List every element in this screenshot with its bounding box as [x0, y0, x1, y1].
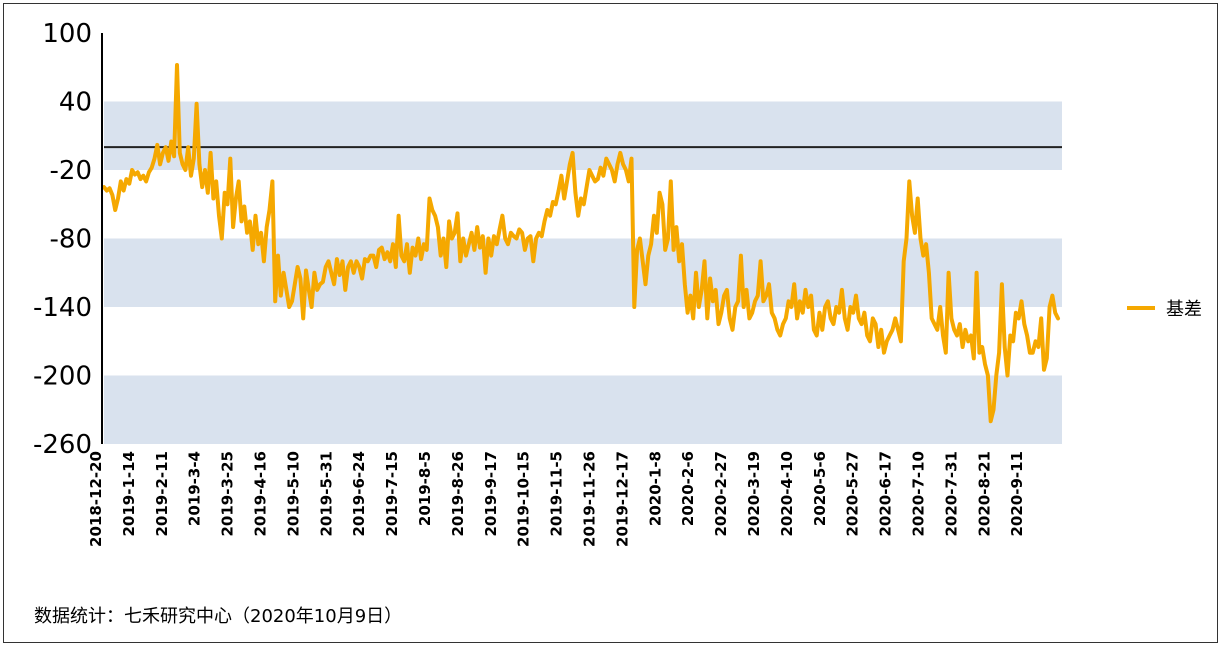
x-tick-label: 2019-3-25 — [219, 451, 237, 537]
x-axis-ticks: 2018-12-20 2019-1-14 2019-2-11 2019-3-4 2019… — [87, 451, 1026, 547]
x-tick-label: 2019-8-26 — [449, 451, 467, 537]
x-tick-label: 2020-2-27 — [712, 451, 730, 537]
y-tick-label: 40 — [59, 88, 92, 118]
x-tick-label: 2019-8-5 — [416, 451, 434, 526]
y-axis-ticks: 100 40 -20 -80 -140 -200 -260 — [33, 19, 92, 460]
x-tick-label: 2019-12-17 — [613, 451, 631, 547]
x-tick-label: 2020-9-11 — [1008, 451, 1026, 537]
x-tick-label: 2019-4-16 — [252, 451, 270, 537]
y-tick-label: -80 — [50, 225, 92, 255]
x-tick-label: 2020-7-10 — [910, 451, 928, 537]
x-tick-label: 2019-7-15 — [383, 451, 401, 537]
x-tick-label: 2019-2-11 — [153, 451, 171, 537]
x-tick-label: 2020-8-21 — [975, 451, 993, 537]
band-2 — [104, 375, 1062, 444]
x-tick-label: 2019-10-15 — [515, 451, 533, 547]
x-tick-label: 2019-5-10 — [284, 451, 302, 537]
x-tick-label: 2020-1-8 — [646, 451, 664, 526]
source-note: 数据统计：七禾研究中心（2020年10月9日） — [34, 606, 403, 627]
x-tick-label: 2020-5-6 — [811, 451, 829, 526]
legend: 基差 — [1127, 299, 1202, 320]
x-tick-label: 2019-11-5 — [548, 451, 566, 537]
x-tick-label: 2019-9-17 — [482, 451, 500, 537]
x-tick-label: 2019-5-31 — [317, 451, 335, 537]
y-tick-label: 100 — [42, 19, 92, 49]
series-line-jicha — [102, 63, 1060, 424]
y-tick-label: -260 — [33, 430, 92, 460]
band-0 — [104, 101, 1062, 170]
chart-frame — [3, 3, 1218, 643]
x-tick-label: 2020-3-19 — [745, 451, 763, 537]
y-tick-label: -20 — [50, 156, 92, 186]
legend-label: 基差 — [1166, 299, 1202, 320]
y-tick-label: -140 — [33, 293, 92, 323]
x-tick-label: 2019-1-14 — [120, 451, 138, 537]
x-tick-label: 2020-2-6 — [679, 451, 697, 526]
x-tick-label: 2020-6-17 — [877, 451, 895, 537]
x-tick-label: 2018-12-20 — [87, 451, 105, 547]
x-tick-label: 2020-5-27 — [844, 451, 862, 537]
x-tick-label: 2019-6-24 — [350, 451, 368, 537]
y-tick-label: -200 — [33, 362, 92, 392]
x-tick-label: 2020-4-10 — [778, 451, 796, 537]
x-tick-label: 2019-11-26 — [581, 451, 599, 547]
band-1 — [104, 238, 1062, 307]
x-tick-label: 2019-3-4 — [186, 451, 204, 526]
background-bands — [104, 101, 1062, 444]
x-tick-label: 2020-7-31 — [942, 451, 960, 537]
